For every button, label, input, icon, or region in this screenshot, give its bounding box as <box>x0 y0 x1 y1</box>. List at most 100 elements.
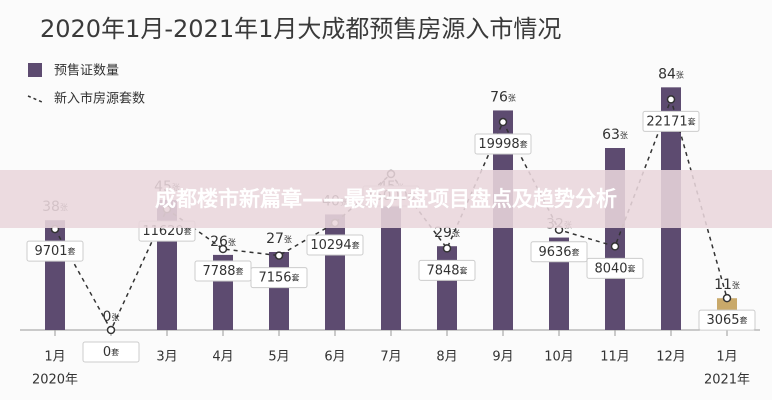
data-label: 29张 <box>434 225 460 241</box>
data-label-bg <box>26 240 84 262</box>
data-label-unit: 套 <box>740 315 748 325</box>
data-label-value: 27 <box>266 231 284 247</box>
data-label: 27张 <box>266 231 292 247</box>
data-label: 63张 <box>602 127 628 143</box>
data-label: 7848套 <box>426 263 467 278</box>
data-label-bg <box>530 241 588 263</box>
data-label-value: 9636 <box>538 244 571 259</box>
data-label-value: 3065 <box>706 313 739 328</box>
data-label: 7848套 <box>418 259 476 281</box>
data-label-bg <box>474 133 532 155</box>
data-label-unit: 张 <box>111 313 119 322</box>
data-label-bg <box>418 259 476 281</box>
x-year-label: 2020年 <box>32 373 78 388</box>
data-label: 7156套 <box>250 267 308 289</box>
data-label-unit: 张 <box>284 235 292 244</box>
line-point <box>274 251 284 260</box>
x-tick-label: 1月 <box>44 350 65 365</box>
data-label-unit: 套 <box>352 239 360 249</box>
data-label: 9636套 <box>538 244 579 259</box>
x-tick-label: 7月 <box>380 350 401 365</box>
legend-label: 预售证数量 <box>54 63 119 79</box>
data-label-bg <box>82 341 140 363</box>
bar <box>381 200 401 330</box>
data-label: 76张 <box>490 89 516 105</box>
data-label: 9636套 <box>530 241 588 263</box>
legend-swatch-line <box>27 95 43 103</box>
data-label-value: 63 <box>602 127 620 143</box>
data-label: 9701套 <box>26 240 84 262</box>
bar <box>269 252 289 330</box>
data-label-value: 19998 <box>478 137 519 152</box>
data-label-bg <box>698 309 756 331</box>
data-label: 7788套 <box>202 264 243 279</box>
legend-swatch-bar <box>28 63 42 77</box>
data-label: 22171套 <box>646 114 695 129</box>
data-label: 8040套 <box>594 261 635 276</box>
x-tick-label: 5月 <box>268 350 289 365</box>
data-label: 0套 <box>82 341 140 363</box>
data-label: 84张 <box>658 66 684 82</box>
data-label-value: 7156 <box>258 270 291 285</box>
x-tick-label: 6月 <box>324 350 345 365</box>
data-label: 10294套 <box>306 234 364 256</box>
data-label: 22171套 <box>642 110 700 132</box>
data-label: 0张 <box>103 309 120 325</box>
data-label: 0套 <box>103 345 119 360</box>
data-label-unit: 张 <box>676 70 684 79</box>
x-tick-label: 3月 <box>156 350 177 365</box>
data-label-unit: 套 <box>572 246 580 256</box>
data-label-unit: 套 <box>236 266 244 276</box>
x-year-label: 2021年 <box>704 373 750 388</box>
data-label: 9701套 <box>34 244 75 259</box>
data-label-unit: 套 <box>628 263 636 273</box>
data-label-value: 0 <box>103 345 111 360</box>
data-label-unit: 套 <box>460 265 468 275</box>
data-label-value: 22171 <box>646 114 687 129</box>
data-label: 27张 <box>266 231 292 247</box>
data-label-unit: 张 <box>620 131 628 140</box>
data-label: 0张 <box>103 309 120 325</box>
data-label-bg <box>250 267 308 289</box>
x-tick-label: 12月 <box>656 350 686 365</box>
bar <box>45 220 65 330</box>
x-tick-label: 1月 <box>716 350 737 365</box>
x-tick-label: 4月 <box>212 350 233 365</box>
data-label-unit: 套 <box>688 116 696 126</box>
data-label-value: 84 <box>658 66 676 82</box>
chart-title: 2020年1月-2021年1月大成都预售房源入市情况 <box>40 15 561 43</box>
data-label: 3065套 <box>698 309 756 331</box>
data-label: 19998套 <box>478 137 527 152</box>
data-label-unit: 张 <box>228 237 236 246</box>
x-tick-label: 8月 <box>436 350 457 365</box>
data-label-unit: 套 <box>111 347 119 357</box>
legend-label: 新入市房源套数 <box>54 91 145 107</box>
data-label-unit: 套 <box>68 246 76 256</box>
data-label: 63张 <box>602 127 628 143</box>
line-point <box>442 244 452 253</box>
banner-band <box>0 170 772 228</box>
line-point <box>610 242 620 251</box>
data-label-unit: 套 <box>292 272 300 282</box>
data-label-unit: 张 <box>732 281 740 290</box>
data-label-value: 29 <box>434 225 452 241</box>
data-label-unit: 套 <box>520 139 528 149</box>
data-label-value: 9701 <box>34 244 67 259</box>
data-label: 7788套 <box>194 260 252 282</box>
data-label-value: 8040 <box>594 261 627 276</box>
data-label-value: 0 <box>103 309 112 325</box>
banner-text: 成都楼市新篇章——最新开盘项目盘点及趋势分析 <box>155 187 617 211</box>
data-label: 8040套 <box>586 257 644 279</box>
data-label-bg <box>642 110 700 132</box>
data-label-unit: 套 <box>184 226 192 236</box>
data-label-bg <box>586 257 644 279</box>
data-label-unit: 张 <box>508 93 516 102</box>
x-tick-label: 11月 <box>600 350 630 365</box>
data-label: 29张 <box>434 225 460 241</box>
data-label: 10294套 <box>310 237 359 252</box>
data-label-value: 76 <box>490 89 508 105</box>
line-point <box>666 95 676 104</box>
x-tick-label: 10月 <box>544 350 574 365</box>
data-label: 3065套 <box>706 313 747 328</box>
